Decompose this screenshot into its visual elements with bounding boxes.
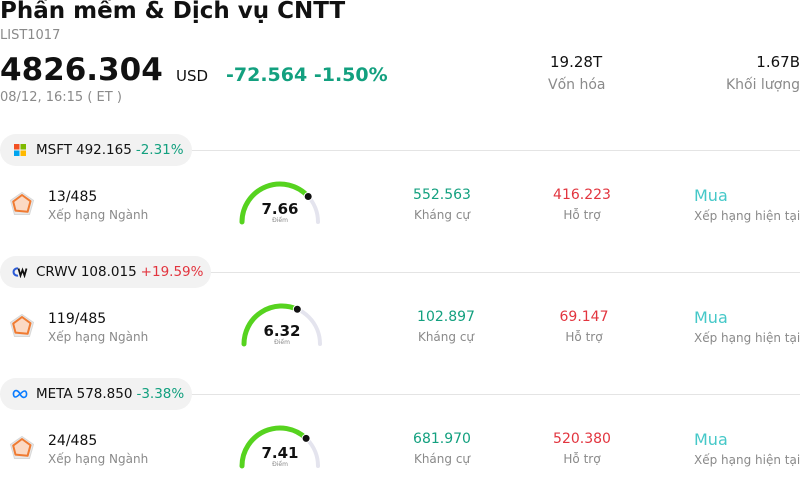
current-rating[interactable]: Mua <box>694 186 728 205</box>
market-cap-label: Vốn hóa <box>548 77 606 93</box>
row-divider <box>0 272 800 273</box>
index-code: LIST1017 <box>0 28 61 43</box>
stock-change: +19.59% <box>140 264 204 280</box>
change-value: -72.564 <box>226 64 308 86</box>
score-label: Điểm <box>272 217 288 224</box>
gauge-fill <box>241 303 300 347</box>
score-gauge <box>239 425 320 469</box>
gauge-marker <box>292 304 302 314</box>
row-divider <box>0 394 800 395</box>
pentagon-radar-icon <box>9 435 35 459</box>
stock-row[interactable]: CRWV 108.015 +19.59% 119/485 Xếp hạng Ng… <box>0 256 800 378</box>
stock-price: 108.015 <box>80 264 137 280</box>
pentagon-radar-icon <box>9 191 35 215</box>
support-value: 416.223 <box>553 187 611 203</box>
resistance-value: 102.897 <box>417 309 475 325</box>
row-divider <box>0 150 800 151</box>
gauge-fill <box>239 181 311 225</box>
support-value: 69.147 <box>559 309 609 325</box>
change-percent: -1.50% <box>313 64 388 86</box>
stock-chip[interactable]: MSFT 492.165 -2.31% <box>0 134 192 166</box>
resistance-label: Kháng cự <box>413 452 471 466</box>
industry-rank-value: 24/485 <box>48 433 98 449</box>
industry-rank-label: Xếp hạng Ngành <box>48 452 149 466</box>
score-label: Điểm <box>274 339 290 346</box>
score-value: 6.32 <box>263 322 301 340</box>
stock-chip[interactable]: CRWV 108.015 +19.59% <box>0 256 212 288</box>
coreweave-logo-icon <box>12 264 28 280</box>
pentagon-radar-icon <box>9 313 35 337</box>
stock-symbol: CRWV <box>36 264 77 280</box>
gauge-fill <box>239 425 309 469</box>
industry-rank-value: 13/485 <box>48 189 98 205</box>
stock-symbol: MSFT <box>36 142 72 158</box>
timestamp: 08/12, 16:15 ( ET ) <box>0 90 122 105</box>
resistance-label: Kháng cự <box>413 208 471 222</box>
support-label: Hỗ trợ <box>563 208 601 222</box>
current-rating-label: Xếp hạng hiện tại <box>694 453 800 467</box>
stock-chip[interactable]: META 578.850 -3.38% <box>0 378 193 410</box>
microsoft-logo-icon <box>12 142 28 158</box>
current-rating-label: Xếp hạng hiện tại <box>694 331 800 345</box>
meta-logo-icon <box>12 386 28 402</box>
current-rating-label: Xếp hạng hiện tại <box>694 209 800 223</box>
gauge-marker <box>303 192 313 202</box>
stock-price: 578.850 <box>76 386 133 402</box>
industry-rank-label: Xếp hạng Ngành <box>48 208 149 222</box>
currency-label: USD <box>176 67 209 85</box>
stock-price: 492.165 <box>76 142 132 158</box>
current-rating[interactable]: Mua <box>694 308 728 327</box>
score-label: Điểm <box>272 461 288 468</box>
stock-change: -2.31% <box>135 142 184 158</box>
index-price: 4826.304 <box>0 52 163 88</box>
resistance-value: 552.563 <box>413 187 471 203</box>
score-value: 7.41 <box>261 444 299 462</box>
stock-change: -3.38% <box>136 386 185 402</box>
index-change: -72.564 -1.50% <box>226 64 388 86</box>
score-value: 7.66 <box>261 200 299 218</box>
industry-rank-label: Xếp hạng Ngành <box>48 330 149 344</box>
support-label: Hỗ trợ <box>563 452 601 466</box>
volume-label: Khối lượng <box>725 77 800 93</box>
stock-row[interactable]: MSFT 492.165 -2.31% 13/485 Xếp hạng Ngàn… <box>0 134 800 256</box>
resistance-value: 681.970 <box>413 431 471 447</box>
support-value: 520.380 <box>553 431 611 447</box>
score-gauge <box>241 303 322 347</box>
stock-symbol: META <box>36 386 73 402</box>
market-cap-value: 19.28T <box>550 53 603 71</box>
industry-rank-value: 119/485 <box>48 311 107 327</box>
resistance-label: Kháng cự <box>417 330 475 344</box>
gauge-marker <box>301 433 311 443</box>
current-rating[interactable]: Mua <box>694 430 728 449</box>
stock-row[interactable]: META 578.850 -3.38% 24/485 Xếp hạng Ngàn… <box>0 378 800 500</box>
volume-value: 1.67B <box>756 53 800 71</box>
score-gauge <box>239 181 320 225</box>
page-title: Phần mềm & Dịch vụ CNTT <box>0 0 346 24</box>
support-label: Hỗ trợ <box>565 330 603 344</box>
